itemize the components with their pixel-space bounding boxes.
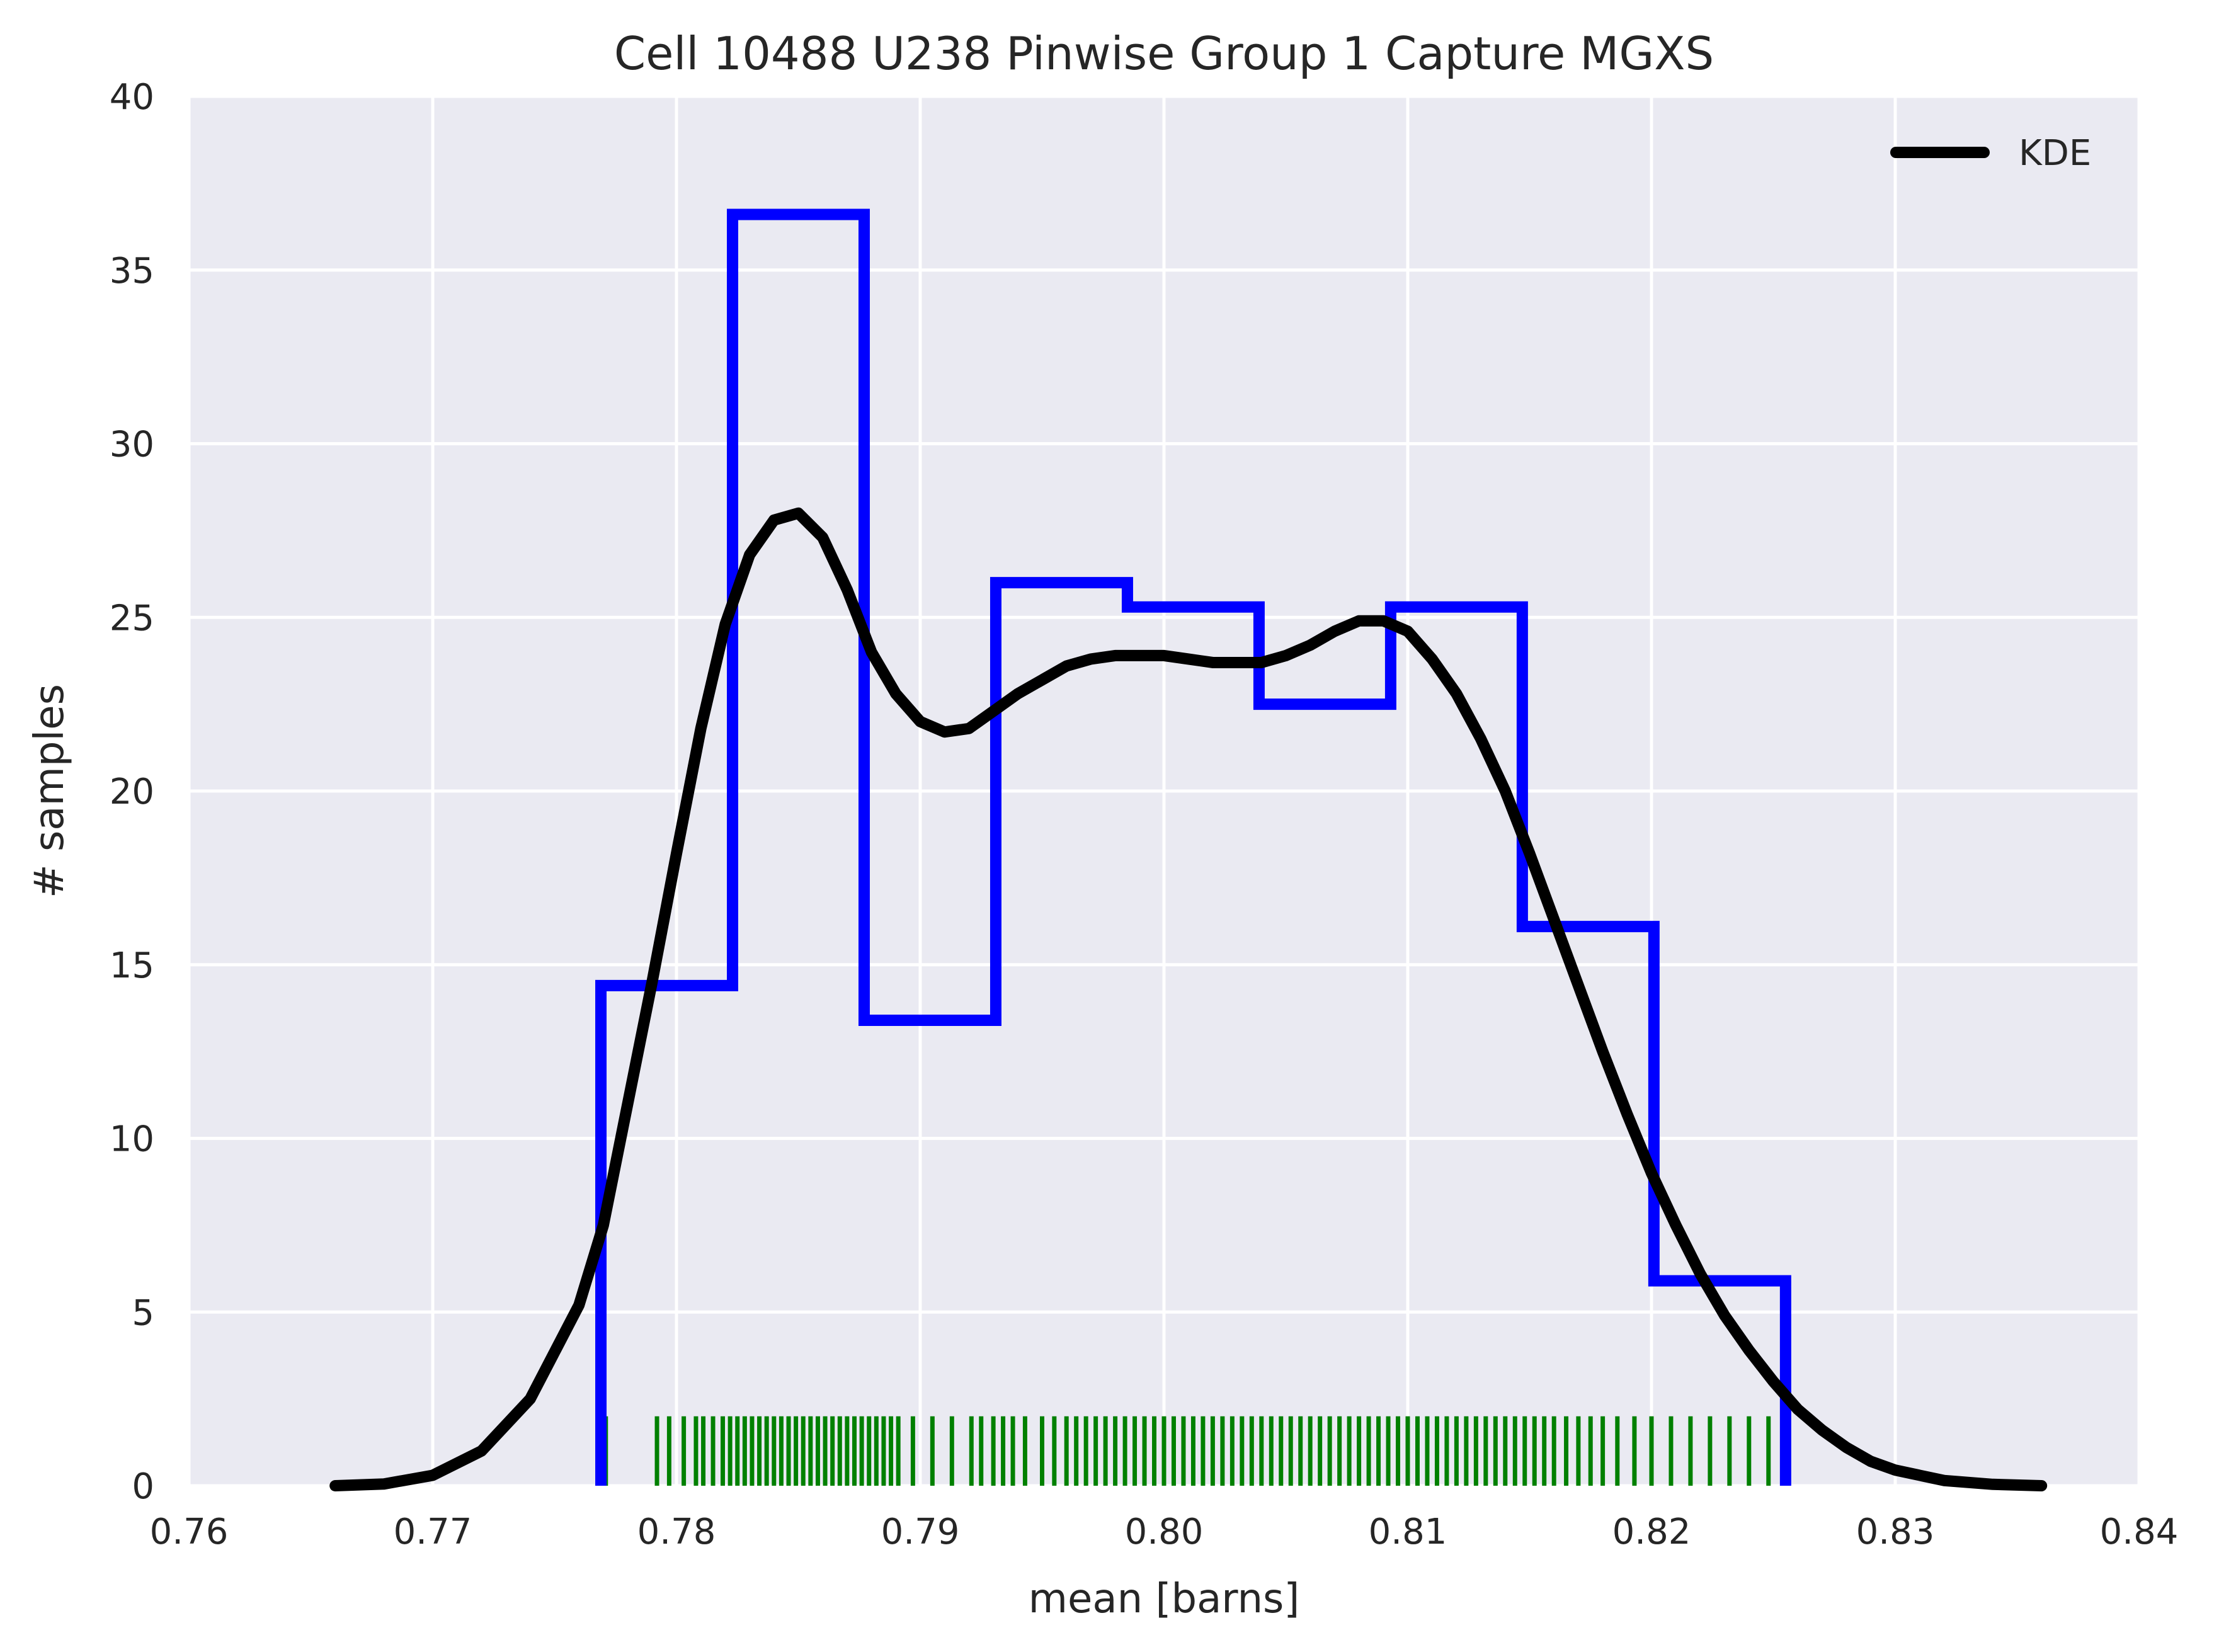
kde-series: [329, 507, 2048, 1491]
rug-series: [603, 1416, 1786, 1486]
y-tick-labels: 0 5 10 15 20 25 30 35 40: [110, 77, 154, 1507]
x-tick-label: 0.81: [1369, 1512, 1447, 1552]
y-tick-label: 25: [110, 598, 154, 639]
y-tick-label: 35: [110, 251, 154, 292]
y-tick-label: 15: [110, 945, 154, 986]
histogram-series: [595, 208, 1791, 1486]
x-tick-label: 0.79: [881, 1512, 960, 1552]
x-tick-label: 0.78: [637, 1512, 716, 1552]
y-tick-label: 40: [110, 77, 154, 118]
chart-title: Cell 10488 U238 Pinwise Group 1 Capture …: [614, 27, 1714, 80]
x-tick-label: 0.83: [1856, 1512, 1935, 1552]
y-axis-label: # samples: [26, 684, 73, 898]
x-tick-label: 0.80: [1125, 1512, 1204, 1552]
y-tick-label: 20: [110, 772, 154, 812]
x-tick-label: 0.82: [1612, 1512, 1691, 1552]
x-tick-label: 0.84: [2100, 1512, 2179, 1552]
y-tick-label: 0: [132, 1466, 154, 1507]
y-tick-label: 30: [110, 424, 154, 465]
y-tick-label: 5: [132, 1292, 154, 1333]
legend: KDE: [1890, 133, 2091, 174]
x-tick-labels: 0.76 0.77 0.78 0.79 0.80 0.81 0.82 0.83 0.84: [150, 1512, 2179, 1552]
y-tick-label: 10: [110, 1119, 154, 1160]
x-tick-label: 0.77: [394, 1512, 472, 1552]
x-tick-label: 0.76: [150, 1512, 229, 1552]
legend-kde-label: KDE: [2019, 133, 2091, 174]
x-axis-label: mean [barns]: [1029, 1576, 1300, 1622]
